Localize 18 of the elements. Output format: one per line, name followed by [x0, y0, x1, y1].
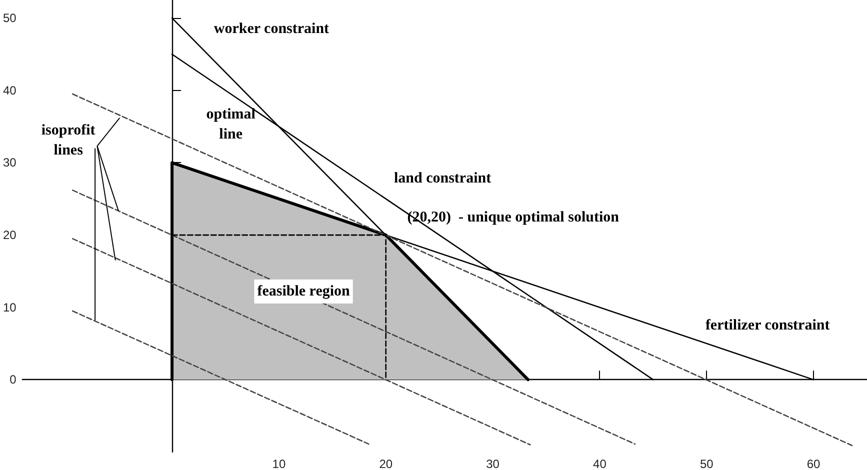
annotation: worker constraint	[214, 20, 330, 37]
x-tick-label: 40	[593, 457, 607, 470]
y-tick-label: 40	[2, 83, 17, 98]
y-tick-label: 30	[2, 156, 17, 170]
x-tick-label: 20	[379, 457, 393, 470]
annotation: feasible region	[257, 283, 351, 300]
x-tick-label: 60	[806, 457, 821, 470]
y-tick-label: 10	[2, 300, 17, 314]
x-tick-label: 10	[272, 457, 286, 470]
x-tick-label: 30	[486, 457, 500, 470]
annotation: isoprofit lines	[41, 122, 96, 158]
annotation: fertilizer constraint	[705, 317, 830, 334]
x-tick-label: 50	[700, 457, 714, 470]
y-tick-label: 0	[10, 372, 17, 387]
y-tick-label: 20	[2, 228, 17, 242]
annotation: land constraint	[394, 170, 492, 187]
y-tick-label: 50	[2, 11, 17, 26]
annotation: optimal line	[206, 106, 256, 142]
